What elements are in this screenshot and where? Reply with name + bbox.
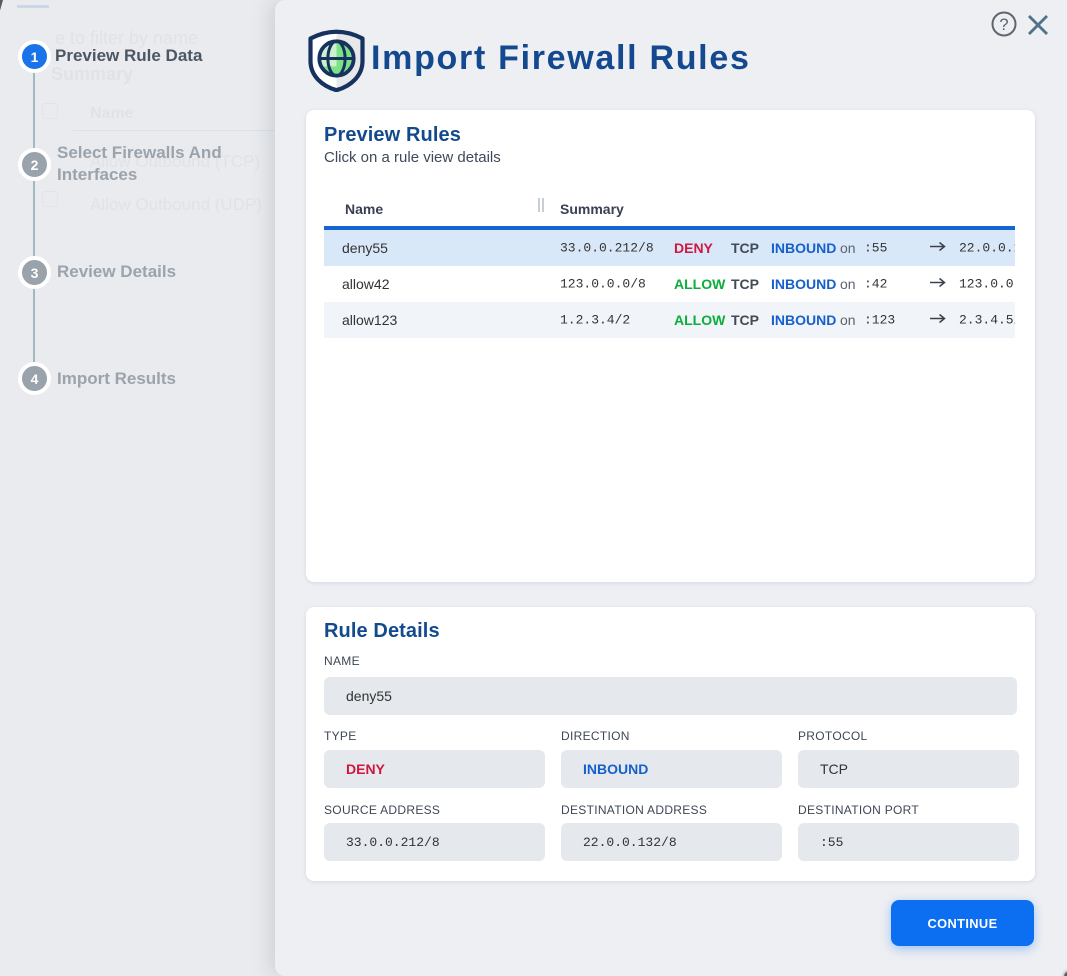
svg-text:?: ? (999, 16, 1008, 34)
